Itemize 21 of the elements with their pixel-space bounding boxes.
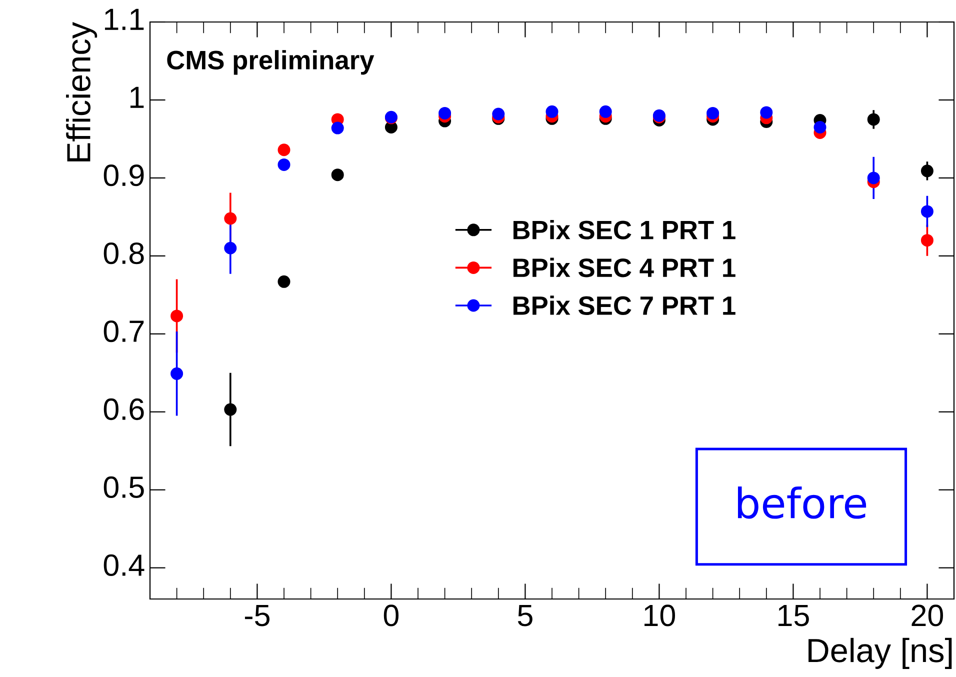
x-tick-label: 0 <box>384 604 398 626</box>
legend-label: BPix SEC 4 PRT 1 <box>514 258 736 278</box>
x-tick-label: 5 <box>518 604 532 626</box>
y-tick-label: 0.5 <box>104 476 144 498</box>
annotation: CMS preliminary <box>167 50 374 75</box>
x-tick-label: 10 <box>644 604 675 626</box>
y-tick-label: 0.6 <box>104 398 144 420</box>
x-axis-title: Delay [ns] <box>808 638 952 669</box>
y-tick-label: 0.8 <box>104 242 144 264</box>
annotation: before <box>738 486 866 519</box>
y-tick-label: 0.7 <box>104 320 144 342</box>
y-tick-label: 1 <box>130 86 144 108</box>
x-tick-label: 20 <box>912 604 943 626</box>
x-tick-label: 15 <box>778 604 809 626</box>
y-axis-title: Efficiency <box>66 22 98 162</box>
y-tick-label: 0.4 <box>104 554 144 576</box>
x-tick-label: -5 <box>244 604 270 626</box>
legend-label: BPix SEC 1 PRT 1 <box>514 220 736 240</box>
y-tick-label: 0.9 <box>104 164 144 186</box>
legend-label: BPix SEC 7 PRT 1 <box>514 296 736 315</box>
y-tick-label: 1.1 <box>104 8 144 30</box>
